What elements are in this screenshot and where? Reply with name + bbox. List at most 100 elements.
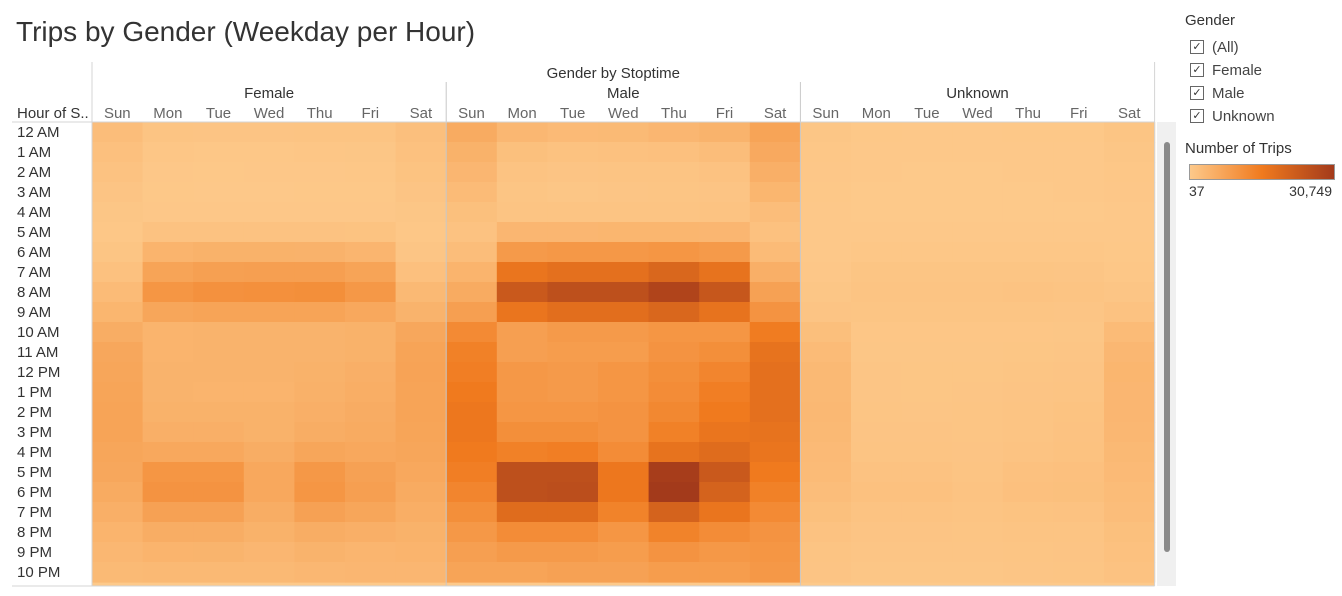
heatmap-cell (749, 322, 801, 343)
checkbox-icon[interactable]: ✓ (1190, 109, 1204, 123)
heatmap-cell (851, 242, 903, 263)
heatmap-cell (1104, 502, 1156, 523)
heatmap-cell (699, 242, 751, 263)
heatmap-cell (446, 122, 498, 143)
heatmap-cell (648, 562, 700, 583)
heatmap-cell (851, 182, 903, 203)
heatmap-cell (1104, 262, 1156, 283)
heatmap-cell (699, 402, 751, 423)
heatmap-cell (142, 222, 194, 243)
heatmap-cell (193, 462, 245, 483)
heatmap-cell (294, 262, 346, 283)
heatmap-cell (901, 382, 953, 403)
heatmap-cell (142, 522, 194, 543)
heatmap-cell (142, 462, 194, 483)
heatmap-cell (598, 222, 650, 243)
heatmap-cell (496, 502, 548, 523)
heatmap-cell (142, 442, 194, 463)
heatmap-cell (496, 242, 548, 263)
heatmap-cell (496, 482, 548, 503)
heatmap-cell (92, 542, 144, 563)
heatmap-cell (142, 562, 194, 583)
heatmap-cell (901, 462, 953, 483)
heatmap-cell (496, 442, 548, 463)
heatmap-cell (395, 182, 447, 203)
heatmap-cell (243, 522, 295, 543)
heatmap-cell (1104, 382, 1156, 403)
heatmap-cell (547, 482, 599, 503)
heatmap-cell (446, 182, 498, 203)
heatmap-cell (345, 182, 397, 203)
heatmap-cell (294, 362, 346, 383)
heatmap-cell (901, 162, 953, 183)
heatmap-cell (648, 142, 700, 163)
heatmap-cell (243, 162, 295, 183)
heatmap-cell (92, 302, 144, 323)
heatmap-cell (598, 542, 650, 563)
checkbox-icon[interactable]: ✓ (1190, 40, 1204, 54)
heatmap-cell (598, 482, 650, 503)
hour-tick-label: 4 AM (17, 204, 51, 221)
heatmap-cell (345, 162, 397, 183)
day-tick-label: Sun (812, 105, 839, 122)
filter-option-label: Unknown (1212, 107, 1275, 125)
heatmap-cell (294, 182, 346, 203)
heatmap-cell (92, 362, 144, 383)
heatmap-cell (901, 222, 953, 243)
heatmap-cell (749, 362, 801, 383)
heatmap-cell (294, 302, 346, 323)
heatmap-cell (1002, 542, 1054, 563)
day-tick-label: Sat (764, 105, 787, 122)
heatmap-cell (749, 422, 801, 443)
scrollbar-thumb[interactable] (1164, 142, 1170, 552)
heatmap-cell (901, 242, 953, 263)
heatmap-cell (547, 442, 599, 463)
heatmap-cell (1002, 362, 1054, 383)
heatmap-cell (395, 522, 447, 543)
day-tick-label: Mon (153, 105, 182, 122)
heatmap-cell (1002, 382, 1054, 403)
heatmap-cell (446, 462, 498, 483)
checkbox-icon[interactable]: ✓ (1190, 63, 1204, 77)
heatmap-cell (1053, 262, 1105, 283)
filter-option-female[interactable]: ✓ Female (1190, 60, 1262, 80)
group-header-label: Male (607, 85, 640, 102)
heatmap-cell (92, 122, 144, 143)
heatmap-cell (851, 542, 903, 563)
heatmap-cell (446, 342, 498, 363)
heatmap-cell (648, 542, 700, 563)
heatmap-cell (648, 122, 700, 143)
heatmap-cell (193, 362, 245, 383)
hour-tick-label: 5 AM (17, 224, 51, 241)
heatmap-cell (851, 502, 903, 523)
heatmap-cell (952, 442, 1004, 463)
heatmap-cell (648, 382, 700, 403)
legend-panel: Gender ✓ (All) ✓ Female ✓ Male ✓ Unknown… (1176, 0, 1342, 596)
heatmap-cell (1104, 542, 1156, 563)
heatmap-cell (345, 122, 397, 143)
heatmap-cell (345, 522, 397, 543)
heatmap-cell (92, 282, 144, 303)
heatmap-cell (1053, 242, 1105, 263)
heatmap-cell (243, 242, 295, 263)
heatmap-cell (547, 282, 599, 303)
filter-option-unknown[interactable]: ✓ Unknown (1190, 106, 1275, 126)
heatmap-cell (395, 222, 447, 243)
heatmap-cell (749, 442, 801, 463)
heatmap-cell (648, 322, 700, 343)
heatmap-cell (395, 262, 447, 283)
heatmap-cell (547, 422, 599, 443)
filter-option-male[interactable]: ✓ Male (1190, 83, 1245, 103)
heatmap-cell (851, 222, 903, 243)
heatmap-cell (699, 342, 751, 363)
heatmap-cell (851, 282, 903, 303)
checkbox-icon[interactable]: ✓ (1190, 86, 1204, 100)
row-header-label: Hour of S.. (17, 105, 89, 122)
vertical-scrollbar[interactable] (1157, 122, 1176, 586)
heatmap-cell (193, 522, 245, 543)
heatmap-cell (800, 322, 852, 343)
filter-option-all[interactable]: ✓ (All) (1190, 37, 1239, 57)
heatmap-cell (547, 142, 599, 163)
heatmap-cell (92, 502, 144, 523)
heatmap-cell (446, 542, 498, 563)
